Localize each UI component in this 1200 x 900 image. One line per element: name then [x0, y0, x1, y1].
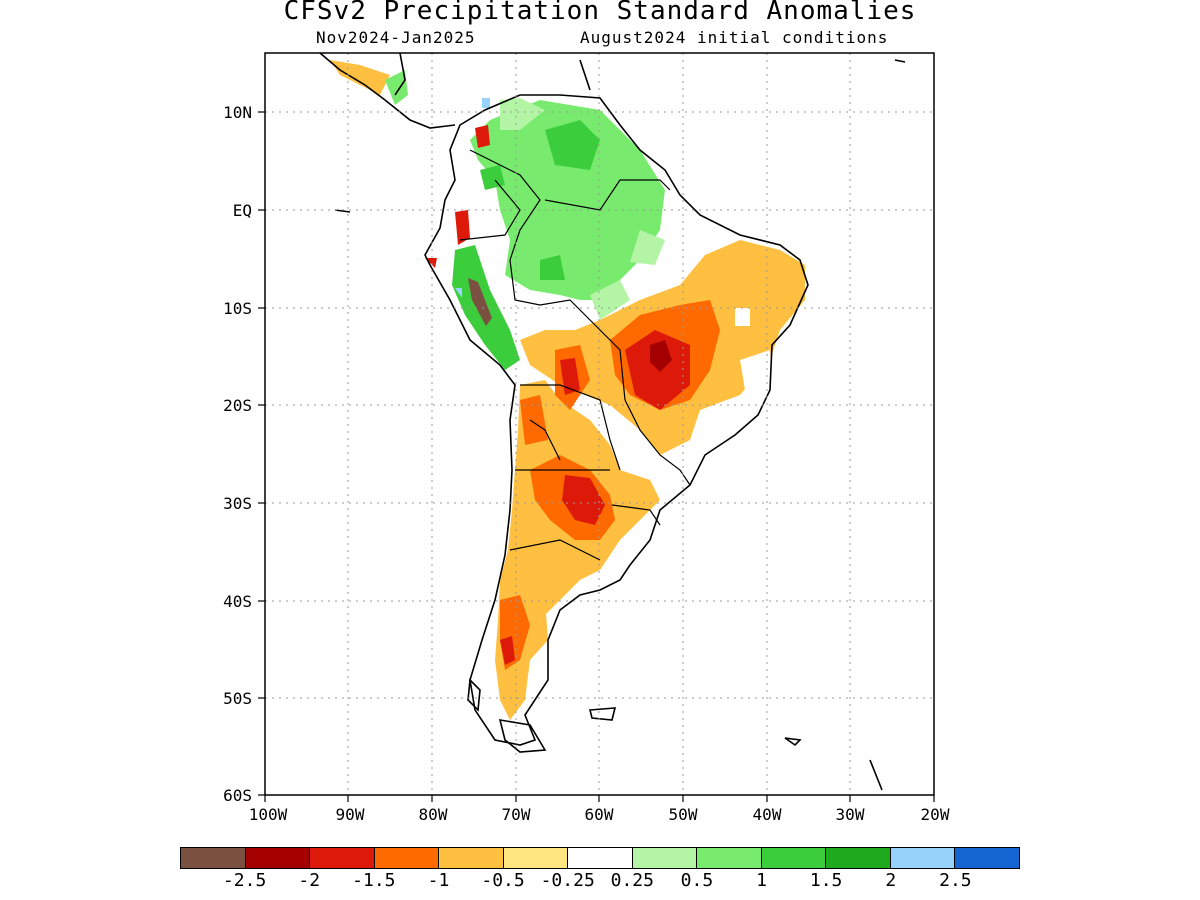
legend-swatch	[697, 848, 762, 868]
wet-anomaly-central-america	[385, 70, 408, 105]
lon-label: 50W	[669, 805, 698, 824]
legend-swatch	[503, 848, 569, 868]
wet-anomaly-light	[500, 98, 665, 320]
legend-swatch	[826, 848, 891, 868]
legend-tick-label: -2	[298, 870, 321, 891]
legend-tick-label: 0.5	[680, 870, 714, 891]
lon-label: 100W	[249, 805, 288, 824]
lon-label: 90W	[336, 805, 365, 824]
color-legend	[180, 847, 1020, 869]
dry-anomaly-central-core	[560, 358, 605, 525]
country-borders	[459, 149, 691, 561]
legend-swatch	[890, 848, 956, 868]
lon-label: 40W	[753, 805, 782, 824]
coastline-islands	[334, 59, 906, 791]
legend-swatch	[955, 848, 1019, 868]
lat-label: 30S	[223, 494, 252, 513]
near-normal-brazil-east	[735, 308, 772, 390]
coastline-central-america	[319, 52, 456, 129]
lon-label: 80W	[419, 805, 448, 824]
legend-swatch	[374, 848, 440, 868]
anomaly-map: 10N EQ 10S 20S 30S 40S 50S 60S 100W 90W …	[223, 52, 950, 824]
legend-tick-label: 2	[885, 870, 897, 891]
legend-tick-label: -2.5	[222, 870, 267, 891]
lon-label: 30W	[836, 805, 865, 824]
legend-swatch	[181, 848, 246, 868]
dry-anomaly-andes-core	[468, 278, 492, 326]
longitude-labels: 100W 90W 80W 70W 60W 50W 40W 30W 20W	[249, 805, 950, 824]
dry-anomaly-brazil-core	[625, 330, 690, 410]
initial-conditions-label: August2024 initial conditions	[580, 28, 889, 47]
legend-tick-label: 2.5	[939, 870, 972, 891]
dry-anomaly-brazil-peak	[650, 340, 672, 372]
wet-anomaly-moderate	[480, 120, 600, 280]
gridlines	[265, 53, 934, 795]
lat-label: 20S	[223, 396, 252, 415]
legend-swatch	[632, 848, 698, 868]
latitude-labels: 10N EQ 10S 20S 30S 40S 50S 60S	[223, 103, 252, 805]
legend-swatch	[439, 848, 504, 868]
lat-label: 10N	[223, 103, 252, 122]
forecast-period: Nov2024-Jan2025	[316, 28, 476, 47]
lat-label: 50S	[223, 689, 252, 708]
legend-tick-label: 1.5	[809, 870, 843, 891]
dry-anomaly-andes-north	[425, 125, 490, 268]
lat-label: 40S	[223, 592, 252, 611]
dry-anomaly-patagonia-core	[500, 636, 515, 665]
lat-label: EQ	[233, 201, 252, 220]
legend-swatch	[310, 848, 375, 868]
legend-tick-label: 0.25	[610, 870, 654, 891]
wet-anomaly-amazon	[470, 100, 665, 300]
legend-swatch	[245, 848, 311, 868]
legend-tick-label: -1.5	[352, 870, 396, 891]
lat-label: 60S	[223, 786, 252, 805]
lon-label: 20W	[921, 805, 950, 824]
legend-tick-label: -0.25	[540, 870, 595, 891]
coastline-layer	[319, 52, 906, 791]
map-title: CFSv2 Precipitation Standard Anomalies	[283, 0, 917, 26]
coastline-south-america	[424, 94, 809, 746]
lon-label: 60W	[585, 805, 614, 824]
anomaly-fill-layer	[320, 53, 808, 745]
axis-ticks	[258, 111, 935, 802]
legend-tick-label: -1	[427, 870, 450, 891]
legend-tick-label: 1	[756, 870, 767, 891]
lat-label: 10S	[223, 299, 252, 318]
lon-label: 70W	[502, 805, 531, 824]
legend-swatch	[761, 848, 827, 868]
legend-tick-label: -0.5	[481, 870, 525, 891]
legend-swatch	[568, 848, 633, 868]
dry-anomaly-central-america	[330, 60, 390, 95]
